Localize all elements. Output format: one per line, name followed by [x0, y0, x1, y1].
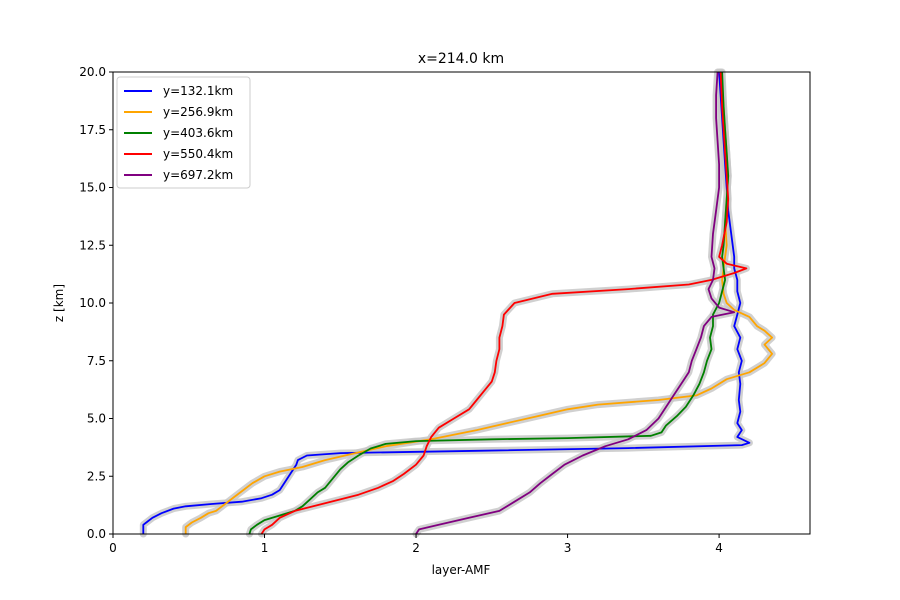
chart-title: x=214.0 km — [418, 51, 504, 67]
x-tick-label: 0 — [109, 541, 117, 555]
y-tick-label: 15.0 — [79, 181, 106, 195]
x-axis-ticks: 0 1 2 3 4 — [109, 534, 723, 555]
legend-label: y=697.2km — [163, 168, 233, 182]
x-axis-label: layer-AMF — [432, 563, 491, 577]
legend-label: y=256.9km — [163, 105, 233, 119]
x-tick-label: 2 — [412, 541, 420, 555]
y-tick-label: 0.0 — [87, 527, 106, 541]
y-tick-label: 10.0 — [79, 296, 106, 310]
legend: y=132.1km y=256.9km y=403.6km y=550.4km y=69… — [116, 76, 251, 189]
y-tick-label: 12.5 — [79, 238, 106, 252]
series-line — [248, 71, 730, 535]
x-tick-label: 1 — [261, 541, 269, 555]
y-axis-label: z [km] — [52, 284, 66, 322]
series-line — [260, 71, 748, 535]
legend-label: y=132.1km — [163, 84, 233, 98]
x-tick-label: 3 — [564, 541, 572, 555]
series-line — [184, 71, 773, 534]
y-tick-label: 7.5 — [87, 354, 106, 368]
legend-label: y=550.4km — [163, 147, 233, 161]
y-tick-label: 17.5 — [79, 123, 106, 137]
x-tick-label: 4 — [715, 541, 723, 555]
y-tick-label: 5.0 — [87, 412, 106, 426]
series-line — [142, 71, 751, 534]
legend-label: y=403.6km — [163, 126, 233, 140]
y-tick-label: 20.0 — [79, 65, 106, 79]
series-lines — [142, 71, 773, 535]
series-line — [415, 71, 736, 535]
y-tick-label: 2.5 — [87, 469, 106, 483]
legend-box — [116, 76, 251, 189]
y-axis-ticks: 0.0 2.5 5.0 7.5 10.0 12.5 15.0 17.5 20.0 — [79, 65, 113, 541]
